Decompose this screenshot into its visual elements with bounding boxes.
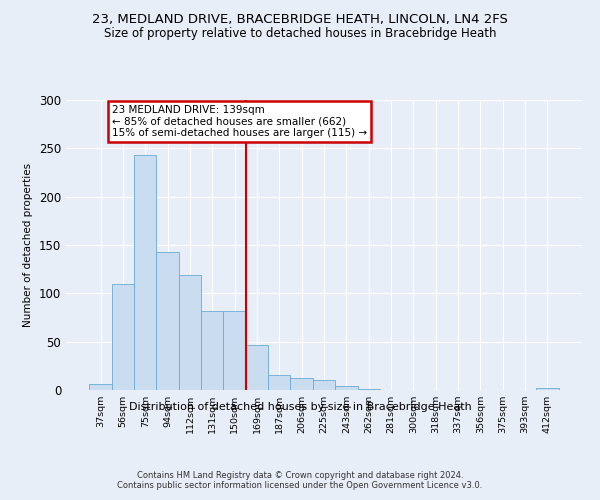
Bar <box>536 388 559 390</box>
Bar <box>179 275 201 390</box>
Bar <box>89 384 112 390</box>
Bar <box>157 252 179 390</box>
Text: Distribution of detached houses by size in Bracebridge Heath: Distribution of detached houses by size … <box>128 402 472 412</box>
Bar <box>246 344 268 390</box>
Bar <box>112 284 134 390</box>
Y-axis label: Number of detached properties: Number of detached properties <box>23 163 34 327</box>
Text: 23, MEDLAND DRIVE, BRACEBRIDGE HEATH, LINCOLN, LN4 2FS: 23, MEDLAND DRIVE, BRACEBRIDGE HEATH, LI… <box>92 12 508 26</box>
Text: 23 MEDLAND DRIVE: 139sqm
← 85% of detached houses are smaller (662)
15% of semi-: 23 MEDLAND DRIVE: 139sqm ← 85% of detach… <box>112 105 367 138</box>
Bar <box>223 310 246 390</box>
Bar <box>201 310 223 390</box>
Text: Size of property relative to detached houses in Bracebridge Heath: Size of property relative to detached ho… <box>104 28 496 40</box>
Bar <box>268 374 290 390</box>
Bar <box>290 378 313 390</box>
Bar <box>313 380 335 390</box>
Bar <box>134 155 157 390</box>
Bar <box>358 389 380 390</box>
Bar <box>335 386 358 390</box>
Text: Contains HM Land Registry data © Crown copyright and database right 2024.
Contai: Contains HM Land Registry data © Crown c… <box>118 470 482 490</box>
